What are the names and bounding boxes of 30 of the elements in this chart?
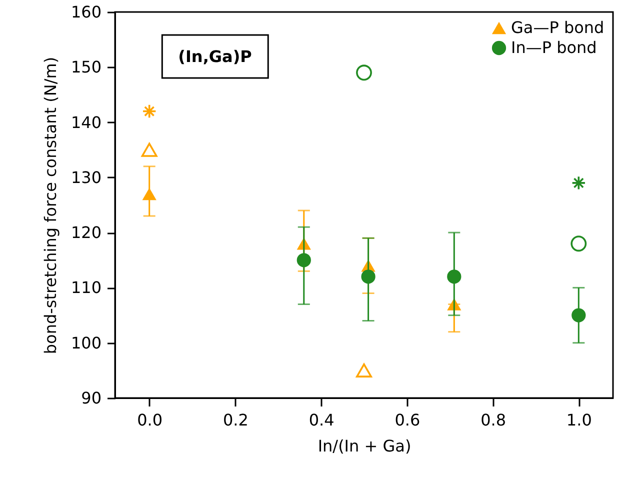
y-tick-label: 120 [70,223,102,242]
point [447,270,462,284]
x-axis-title: In/(In + Ga) [318,436,412,456]
y-tick-label: 140 [70,112,102,132]
x-tick-label: 1.0 [566,410,592,430]
point [296,253,311,268]
point [356,64,372,81]
legend-label: Ga—P bond [511,18,604,37]
point [356,363,372,378]
x-tick-label: 0.2 [222,410,248,430]
y-tick-label: 130 [70,168,102,187]
x-tick-label: 0.0 [137,410,163,430]
y-axis-title: bond-stretching force constant (N/m) [40,56,60,354]
y-tick-label: 150 [70,58,102,77]
point [570,236,587,252]
x-tick-label: 0.4 [308,410,334,430]
legend-label: In—P bond [511,38,597,57]
y-tick-label: 160 [70,2,102,22]
point [141,142,158,157]
point [571,176,586,190]
annotation: (In,Ga)P [178,47,252,66]
point [142,188,156,200]
x-tick-label: 0.6 [394,410,420,430]
point [361,270,376,284]
point [572,308,586,322]
y-tick-label: 90 [81,388,102,408]
x-tick-label: 0.8 [480,410,506,430]
y-tick-label: 110 [70,278,102,298]
point [142,104,157,118]
y-tick-label: 100 [70,333,102,352]
